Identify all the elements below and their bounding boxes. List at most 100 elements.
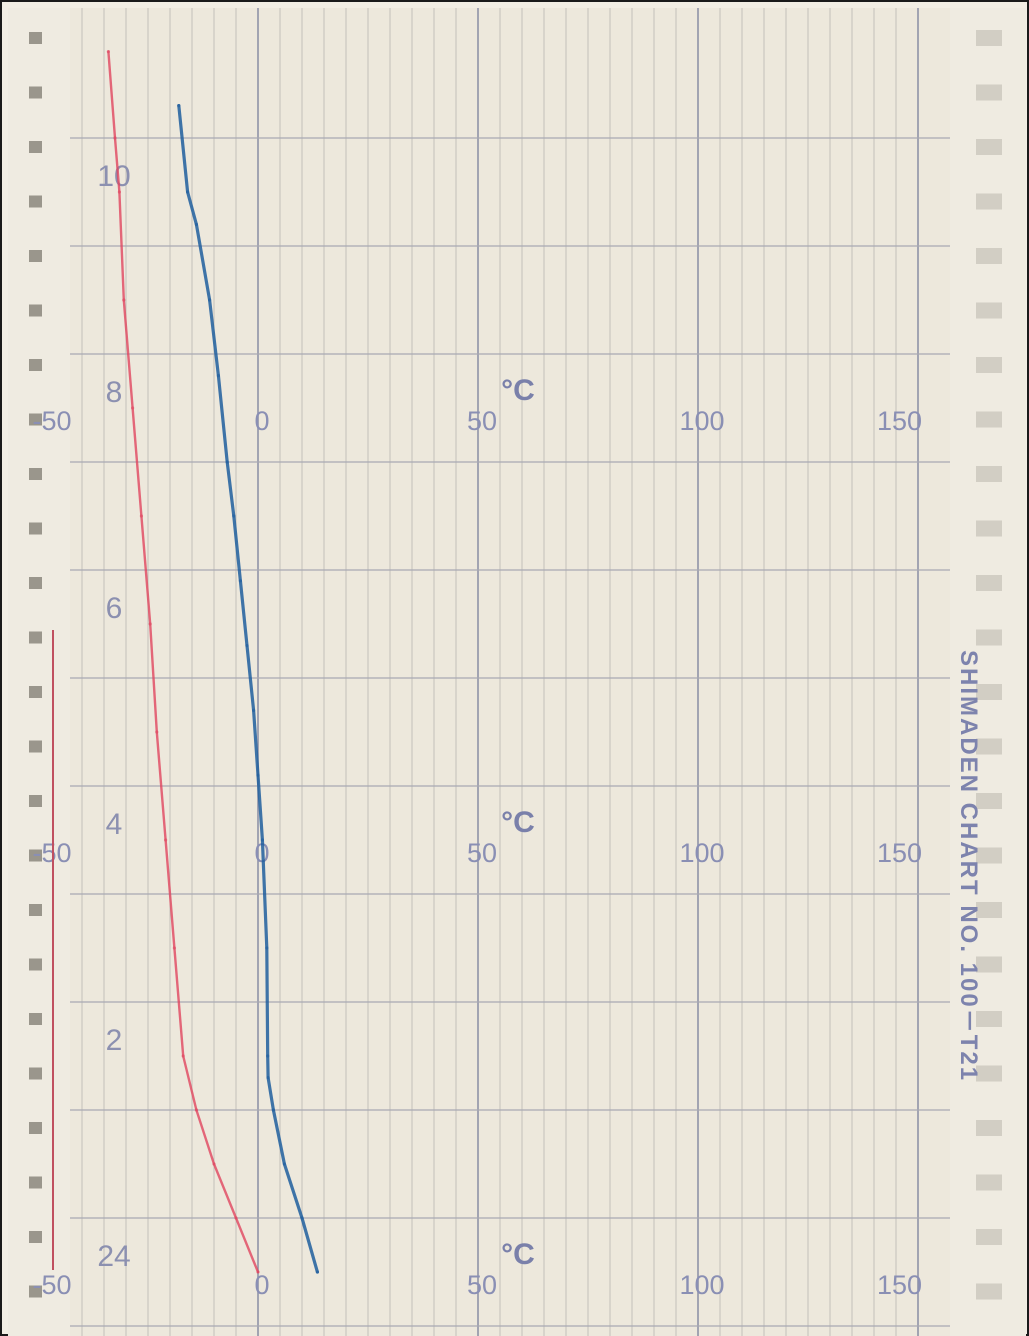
- sprocket-hole: [976, 738, 1002, 755]
- sprocket-hole: [29, 304, 42, 317]
- sprocket-hole: [976, 1120, 1002, 1136]
- series-point: [113, 136, 117, 140]
- scale-tick-label: -50: [32, 0, 71, 4]
- scale-tick-label: 100: [679, 1270, 724, 1300]
- series-point: [282, 1162, 286, 1166]
- series-point: [177, 104, 181, 108]
- scale-tick-label: 150: [877, 838, 922, 868]
- series-point: [256, 1270, 260, 1274]
- sprocket-hole: [976, 520, 1002, 537]
- sprocket-hole: [29, 359, 42, 371]
- sprocket-hole: [29, 250, 42, 262]
- series-point: [131, 406, 135, 410]
- sprocket-hole: [976, 629, 1002, 646]
- series-point: [260, 838, 264, 842]
- scale-tick-label: 100: [679, 838, 724, 868]
- sprocket-hole: [29, 795, 42, 807]
- series-point: [148, 622, 152, 626]
- sprocket-hole: [29, 32, 42, 44]
- series-point: [271, 1108, 275, 1112]
- grid-area: [70, 8, 950, 1336]
- scale-tick-label: 0: [254, 0, 269, 4]
- chart-brand-text: SHIMADEN CHART NO. 100－T21: [955, 650, 982, 1082]
- sprocket-hole: [29, 195, 42, 208]
- sprocket-hole: [29, 740, 42, 753]
- series-point: [300, 1216, 304, 1220]
- scale-tick-label: -50: [32, 1270, 71, 1300]
- series-point: [164, 838, 168, 842]
- sprocket-hole: [29, 468, 42, 480]
- scale-tick-label: 150: [877, 1270, 922, 1300]
- hour-label: 8: [106, 376, 123, 409]
- sprocket-hole: [976, 248, 1002, 264]
- sprocket-hole: [29, 1231, 42, 1243]
- left-sprocket-holes: [29, 32, 42, 1298]
- scale-tick-label: 50: [467, 0, 497, 4]
- sprocket-hole: [976, 84, 1002, 101]
- series-point: [212, 1162, 216, 1166]
- hour-label: 2: [106, 1024, 123, 1057]
- hour-label: 4: [106, 808, 123, 841]
- scale-tick-label: 0: [254, 406, 269, 436]
- temperature-scale-rows: -50 0 50 100 150 °C -50 0 50 100 150 °C -50 0 50 100 150…: [32, 0, 922, 1300]
- sprocket-hole: [29, 141, 42, 153]
- unit-label: °C: [501, 1238, 535, 1271]
- series-point: [106, 50, 110, 54]
- vertical-grid-lines: [81, 8, 919, 1336]
- sprocket-hole: [976, 847, 1002, 864]
- series-point: [208, 298, 212, 302]
- sprocket-hole: [29, 522, 42, 535]
- sprocket-hole: [976, 956, 1002, 973]
- series-point: [225, 460, 229, 464]
- series-point: [315, 1270, 319, 1274]
- sprocket-hole: [29, 686, 42, 698]
- sprocket-hole: [976, 411, 1002, 428]
- sprocket-hole: [976, 357, 1002, 373]
- scale-tick-label: 50: [467, 406, 497, 436]
- sprocket-hole: [29, 631, 42, 644]
- right-sprocket-holes: [976, 30, 1002, 1300]
- sprocket-hole: [976, 1229, 1002, 1245]
- hour-labels: 10 8 6 4 2 24: [97, 160, 130, 1273]
- sprocket-hole: [29, 1285, 42, 1298]
- unit-label: °C: [501, 374, 535, 407]
- series-point: [245, 644, 249, 648]
- scale-tick-label: 150: [877, 0, 922, 4]
- hour-label: 6: [106, 592, 123, 625]
- sprocket-hole: [29, 1067, 42, 1080]
- sprocket-hole: [29, 1122, 42, 1134]
- series-point: [194, 1108, 198, 1112]
- sprocket-hole: [29, 849, 42, 862]
- sprocket-hole: [976, 193, 1002, 210]
- sprocket-hole: [976, 902, 1002, 918]
- sprocket-hole: [29, 86, 42, 99]
- scale-tick-label: 50: [467, 838, 497, 868]
- sprocket-hole: [29, 413, 42, 426]
- right-margin-strip: [950, 8, 1026, 1336]
- series-point: [234, 1216, 238, 1220]
- sprocket-hole: [29, 1013, 42, 1025]
- scale-tick-label: 150: [877, 406, 922, 436]
- hour-label: 10: [97, 160, 130, 193]
- sprocket-hole: [976, 466, 1002, 482]
- sprocket-hole: [976, 1174, 1002, 1191]
- series-point: [256, 773, 260, 777]
- sprocket-hole: [976, 1283, 1002, 1300]
- series-point: [252, 708, 256, 713]
- sprocket-hole: [976, 1011, 1002, 1027]
- sprocket-hole: [29, 904, 42, 916]
- series-point: [139, 514, 143, 518]
- series-point: [266, 1076, 270, 1080]
- series-point: [265, 946, 269, 950]
- data-traces: [106, 50, 319, 1274]
- sprocket-hole: [29, 577, 42, 589]
- series-point: [122, 298, 126, 302]
- sprocket-hole: [976, 684, 1002, 700]
- scale-tick-label: 0: [254, 1270, 269, 1300]
- sprocket-hole: [976, 30, 1002, 46]
- sprocket-hole: [29, 958, 42, 971]
- series-point: [172, 946, 176, 950]
- series-point: [117, 190, 121, 194]
- scale-tick-label: -50: [32, 406, 71, 436]
